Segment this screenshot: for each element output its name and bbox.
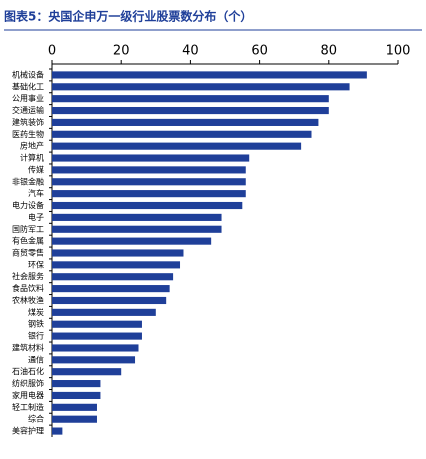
- bar: [52, 249, 184, 257]
- y-tick-label: 电力设备: [12, 200, 44, 210]
- x-tick-label: 40: [182, 44, 199, 59]
- y-tick-label: 传媒: [28, 164, 44, 174]
- y-tick-label: 汽车: [28, 188, 44, 198]
- y-tick-label: 钢铁: [28, 319, 44, 329]
- y-tick-label: 家用电器: [12, 390, 44, 400]
- bar: [52, 427, 63, 435]
- bar: [52, 166, 246, 174]
- y-tick-label: 基础化工: [12, 81, 44, 91]
- x-tick-label: 0: [48, 44, 56, 59]
- y-tick-label: 非银金融: [12, 176, 44, 186]
- bar: [52, 296, 167, 305]
- y-tick-label: 石油石化: [12, 366, 44, 376]
- y-tick-label: 通信: [28, 354, 44, 364]
- bar: [52, 130, 312, 138]
- y-tick-label: 电子: [28, 212, 44, 222]
- bar: [52, 332, 142, 340]
- bar: [52, 356, 136, 364]
- y-tick-label: 公用事业: [12, 93, 44, 103]
- y-tick-label: 农林牧渔: [12, 295, 44, 305]
- bar: [52, 71, 367, 79]
- bar: [52, 273, 174, 281]
- y-tick-label: 煤炭: [28, 307, 44, 317]
- y-tick-label: 房地产: [20, 141, 44, 151]
- bar: [52, 308, 156, 316]
- bar: [52, 154, 250, 162]
- bar: [52, 344, 139, 352]
- bar: [52, 380, 101, 388]
- bar: [52, 83, 350, 91]
- bar: [52, 261, 181, 269]
- y-tick-label: 轻工制造: [12, 402, 44, 412]
- chart-title: 图表5：央国企申万一级行业股票数分布（个）: [4, 9, 252, 24]
- y-tick-label: 交通运输: [12, 105, 44, 115]
- bar: [52, 368, 122, 376]
- bar: [52, 95, 329, 103]
- bar: [52, 213, 222, 221]
- bar: [52, 190, 246, 198]
- y-tick-label: 食品饮料: [12, 283, 44, 293]
- y-tick-label: 计算机: [20, 153, 44, 163]
- y-tick-label: 国防军工: [12, 224, 44, 234]
- bar: [52, 178, 246, 186]
- y-tick-label: 社会服务: [12, 271, 44, 281]
- bar: [52, 285, 170, 293]
- y-tick-label: 机械设备: [12, 69, 44, 79]
- y-tick-label: 综合: [28, 414, 44, 424]
- x-tick-label: 100: [386, 44, 411, 59]
- bar: [52, 415, 97, 423]
- bar: [52, 403, 97, 411]
- bar: [52, 201, 243, 210]
- bar: [52, 237, 212, 245]
- y-tick-label: 有色金属: [12, 236, 44, 246]
- y-tick-label: 银行: [28, 331, 44, 341]
- y-tick-label: 医药生物: [12, 129, 44, 139]
- y-tick-label: 美容护理: [12, 426, 44, 436]
- x-tick-label: 20: [113, 44, 130, 59]
- y-tick-label: 建筑装饰: [12, 117, 44, 127]
- y-tick-label: 商贸零售: [12, 248, 44, 258]
- x-tick-label: 60: [251, 44, 268, 59]
- x-tick-label: 80: [321, 44, 338, 59]
- y-tick-label: 建筑材料: [12, 342, 44, 352]
- bar: [52, 320, 142, 328]
- bar: [52, 106, 329, 115]
- y-tick-label: 纺织服饰: [12, 378, 44, 388]
- y-tick-label: 环保: [28, 259, 44, 269]
- bar: [52, 225, 222, 233]
- bar: [52, 118, 319, 126]
- bar: [52, 142, 302, 150]
- bar: [52, 391, 101, 400]
